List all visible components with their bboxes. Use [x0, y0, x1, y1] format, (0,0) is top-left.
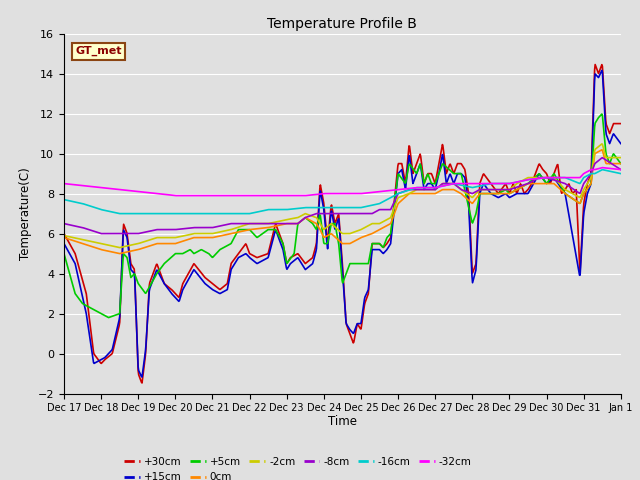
- 0cm: [443, 187, 451, 192]
- +30cm: [138, 380, 146, 386]
- -32cm: [60, 180, 68, 186]
- Line: -32cm: -32cm: [64, 168, 621, 196]
- 0cm: [118, 251, 125, 256]
- Line: +15cm: +15cm: [64, 71, 621, 377]
- +30cm: [505, 189, 513, 195]
- Line: +5cm: +5cm: [64, 114, 621, 318]
- 0cm: [505, 191, 513, 196]
- -16cm: [617, 171, 625, 177]
- -2cm: [60, 233, 68, 239]
- +30cm: [617, 120, 625, 126]
- Line: -16cm: -16cm: [64, 169, 621, 214]
- Line: +30cm: +30cm: [64, 64, 621, 383]
- -8cm: [286, 221, 294, 227]
- 0cm: [598, 147, 605, 153]
- 0cm: [60, 235, 68, 240]
- -32cm: [286, 192, 294, 199]
- -16cm: [286, 206, 294, 212]
- -16cm: [60, 197, 68, 203]
- -32cm: [505, 180, 513, 186]
- -32cm: [598, 165, 606, 170]
- Line: -2cm: -2cm: [64, 144, 621, 248]
- Y-axis label: Temperature(C): Temperature(C): [19, 167, 32, 260]
- -8cm: [443, 180, 451, 186]
- -8cm: [495, 187, 502, 192]
- -32cm: [306, 192, 314, 198]
- Line: -8cm: -8cm: [64, 158, 621, 234]
- +5cm: [60, 251, 68, 256]
- -16cm: [306, 204, 314, 210]
- +5cm: [118, 283, 125, 288]
- Text: GT_met: GT_met: [75, 46, 122, 57]
- +30cm: [306, 257, 314, 263]
- -8cm: [118, 231, 125, 237]
- -16cm: [598, 167, 606, 172]
- +30cm: [495, 190, 502, 196]
- +5cm: [598, 111, 605, 117]
- +15cm: [286, 262, 294, 268]
- +30cm: [60, 231, 68, 237]
- +5cm: [105, 315, 113, 321]
- -32cm: [495, 180, 502, 186]
- -2cm: [505, 187, 513, 192]
- +5cm: [443, 165, 451, 170]
- -16cm: [505, 180, 513, 186]
- -32cm: [443, 182, 451, 188]
- +5cm: [286, 257, 294, 263]
- +15cm: [443, 179, 451, 185]
- -8cm: [306, 213, 314, 219]
- 0cm: [116, 251, 124, 256]
- -32cm: [617, 167, 625, 172]
- +5cm: [617, 161, 625, 167]
- +15cm: [598, 68, 605, 73]
- 0cm: [286, 221, 294, 227]
- +5cm: [505, 190, 513, 196]
- +5cm: [495, 191, 502, 196]
- -2cm: [617, 155, 625, 160]
- -16cm: [118, 211, 125, 216]
- -8cm: [505, 187, 513, 192]
- Title: Temperature Profile B: Temperature Profile B: [268, 17, 417, 31]
- +30cm: [443, 169, 451, 175]
- +30cm: [591, 61, 599, 67]
- -2cm: [116, 245, 124, 251]
- -32cm: [117, 187, 125, 192]
- -8cm: [598, 155, 606, 161]
- -8cm: [97, 231, 105, 237]
- +15cm: [617, 141, 625, 146]
- +15cm: [138, 374, 146, 380]
- Line: 0cm: 0cm: [64, 150, 621, 253]
- -2cm: [598, 141, 605, 147]
- -16cm: [495, 180, 502, 186]
- -2cm: [443, 180, 451, 186]
- -8cm: [617, 167, 625, 172]
- -2cm: [495, 187, 502, 192]
- +5cm: [306, 218, 314, 224]
- +30cm: [286, 256, 294, 262]
- -16cm: [116, 211, 124, 216]
- +30cm: [117, 289, 125, 295]
- X-axis label: Time: Time: [328, 415, 357, 428]
- Legend: +30cm, +15cm, +5cm, 0cm, -2cm, -8cm, -16cm, -32cm: +30cm, +15cm, +5cm, 0cm, -2cm, -8cm, -16…: [120, 453, 476, 480]
- -2cm: [306, 212, 314, 218]
- 0cm: [495, 191, 502, 196]
- 0cm: [617, 161, 625, 167]
- -2cm: [286, 216, 294, 222]
- +15cm: [505, 194, 513, 200]
- 0cm: [306, 217, 314, 223]
- +15cm: [60, 240, 68, 247]
- -2cm: [118, 244, 125, 250]
- -16cm: [443, 182, 451, 188]
- -8cm: [60, 221, 68, 227]
- -32cm: [172, 192, 179, 199]
- +15cm: [306, 263, 314, 269]
- +15cm: [117, 287, 125, 293]
- +15cm: [495, 194, 502, 200]
